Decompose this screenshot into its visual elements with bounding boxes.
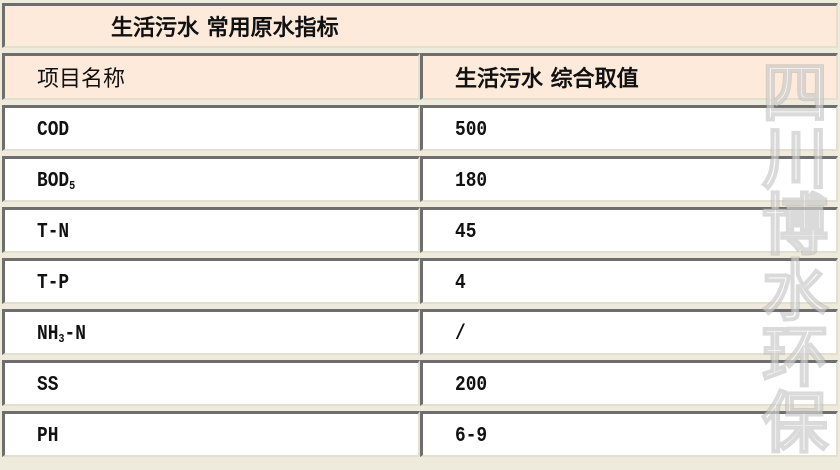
water-quality-table: 生活污水 常用原水指标 项目名称 生活污水 综合取值 COD 500 BOD5 180…	[2, 0, 838, 462]
item-value-text: 45	[455, 220, 477, 244]
item-name-text: T-N	[37, 220, 70, 244]
item-value: /	[420, 309, 838, 355]
item-name-text: SS	[37, 373, 59, 397]
item-name-text: PH	[37, 424, 59, 448]
item-name-text: T-P	[37, 271, 70, 295]
item-value-text: 180	[455, 169, 488, 193]
item-value: 180	[420, 156, 838, 202]
item-name: COD	[2, 105, 420, 151]
table-title-row: 生活污水 常用原水指标	[2, 3, 838, 48]
item-name-text: BOD	[37, 169, 70, 193]
item-value: 45	[420, 207, 838, 253]
table-header-row: 项目名称 生活污水 综合取值	[2, 53, 838, 100]
header-item-name: 项目名称	[2, 53, 420, 100]
table-row: NH3-N /	[2, 309, 838, 355]
item-value-text: 4	[455, 271, 466, 295]
item-value: 6-9	[420, 411, 838, 457]
item-subscript: 3	[58, 331, 65, 346]
header-value: 生活污水 综合取值	[420, 53, 838, 100]
item-name-text: COD	[37, 118, 70, 142]
item-name: PH	[2, 411, 420, 457]
item-name: T-P	[2, 258, 420, 304]
item-name: T-N	[2, 207, 420, 253]
table-row: T-N 45	[2, 207, 838, 253]
item-name: NH3-N	[2, 309, 420, 355]
item-name-text: NH	[37, 322, 59, 346]
table-row: PH 6-9	[2, 411, 838, 457]
table-row: SS 200	[2, 360, 838, 406]
item-value-text: /	[455, 322, 466, 346]
table-row: COD 500	[2, 105, 838, 151]
table-row: T-P 4	[2, 258, 838, 304]
item-value: 500	[420, 105, 838, 151]
item-suffix: -N	[64, 322, 86, 346]
item-value-text: 6-9	[455, 424, 488, 448]
item-value: 4	[420, 258, 838, 304]
item-value-text: 500	[455, 118, 488, 142]
item-value-text: 200	[455, 373, 488, 397]
item-name: SS	[2, 360, 420, 406]
item-value: 200	[420, 360, 838, 406]
table-title: 生活污水 常用原水指标	[2, 3, 838, 48]
item-name: BOD5	[2, 156, 420, 202]
item-subscript: 5	[69, 178, 76, 193]
table-row: BOD5 180	[2, 156, 838, 202]
